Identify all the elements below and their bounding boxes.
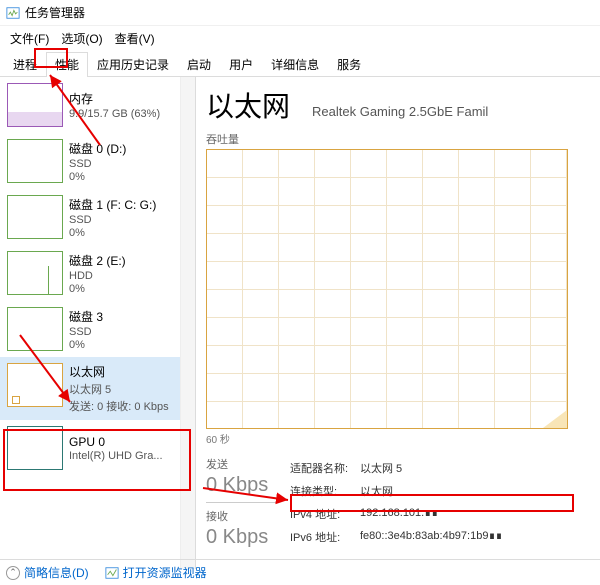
- sidebar-item-sub: SSD: [69, 214, 156, 226]
- sidebar-item-title: 以太网: [69, 363, 169, 380]
- gpu-thumb: [7, 426, 63, 470]
- menu-view[interactable]: 查看(V): [109, 28, 161, 49]
- memory-thumb: [7, 83, 63, 127]
- tab-users[interactable]: 用户: [220, 52, 262, 77]
- tab-apphistory[interactable]: 应用历史记录: [88, 52, 178, 77]
- sidebar-item-val: 发送: 0 接收: 0 Kbps: [69, 398, 169, 414]
- collapse-icon[interactable]: ⌃: [6, 566, 20, 580]
- tab-bar: 进程 性能 应用历史记录 启动 用户 详细信息 服务: [0, 51, 600, 77]
- adapter-details: 适配器名称: 以太网 5 连接类型: 以太网 IPv4 地址: 192.168.…: [290, 460, 560, 549]
- sidebar-item-title: GPU 0: [69, 435, 163, 449]
- sidebar-item-sub: SSD: [69, 158, 126, 170]
- disk-thumb: [7, 139, 63, 183]
- recv-label: 接收: [206, 508, 276, 524]
- disk-thumb: [7, 195, 63, 239]
- tab-processes[interactable]: 进程: [4, 52, 46, 77]
- kv-key-ipv4: IPv4 地址:: [290, 506, 360, 526]
- kv-key: 适配器名称:: [290, 460, 360, 480]
- sidebar-item-sub: HDD: [69, 270, 126, 282]
- disk-thumb: [7, 251, 63, 295]
- sidebar-item-disk3[interactable]: 磁盘 3 SSD 0%: [0, 301, 195, 357]
- sidebar: 内存 9.9/15.7 GB (63%) 磁盘 0 (D:) SSD 0% 磁盘…: [0, 77, 196, 569]
- kv-key: 连接类型:: [290, 483, 360, 503]
- kv-val: fe80::3e4b:83ab:4b97:1b9∎∎: [360, 529, 560, 549]
- throughput-chart: [206, 149, 568, 429]
- chart-xaxis-label: 60 秒: [206, 431, 600, 446]
- sidebar-item-title: 磁盘 3: [69, 308, 103, 325]
- sidebar-item-val: 0%: [69, 283, 126, 295]
- brief-info-link[interactable]: 简略信息(D): [24, 564, 89, 581]
- sidebar-item-title: 磁盘 0 (D:): [69, 140, 126, 157]
- menu-file[interactable]: 文件(F): [4, 28, 55, 49]
- window-title: 任务管理器: [25, 4, 85, 21]
- kv-key: IPv6 地址:: [290, 529, 360, 549]
- main-panel: 以太网 Realtek Gaming 2.5GbE Famil 吞吐量 60 秒…: [196, 77, 600, 569]
- recv-speed: 0 Kbps: [206, 526, 276, 549]
- tab-services[interactable]: 服务: [328, 52, 370, 77]
- resource-monitor-icon: [105, 566, 119, 580]
- sidebar-item-val: 0%: [69, 339, 103, 351]
- sidebar-scrollbar[interactable]: [180, 77, 195, 569]
- sidebar-item-title: 磁盘 1 (F: C: G:): [69, 196, 156, 213]
- page-title: 以太网: [206, 85, 290, 125]
- app-icon: [6, 6, 20, 20]
- menu-options[interactable]: 选项(O): [55, 28, 108, 49]
- send-label: 发送: [206, 456, 276, 472]
- sidebar-item-sub: 以太网 5: [69, 381, 169, 397]
- title-bar: 任务管理器: [0, 0, 600, 26]
- tab-startup[interactable]: 启动: [178, 52, 220, 77]
- network-stats: 发送 0 Kbps 接收 0 Kbps 适配器名称: 以太网 5 连接类型: 以…: [206, 456, 600, 549]
- ethernet-thumb: [7, 363, 63, 407]
- sidebar-item-title: 磁盘 2 (E:): [69, 252, 126, 269]
- sidebar-item-disk2[interactable]: 磁盘 2 (E:) HDD 0%: [0, 245, 195, 301]
- sidebar-item-disk1[interactable]: 磁盘 1 (F: C: G:) SSD 0%: [0, 189, 195, 245]
- footer: ⌃ 简略信息(D) 打开资源监视器: [0, 559, 600, 585]
- sidebar-item-disk0[interactable]: 磁盘 0 (D:) SSD 0%: [0, 133, 195, 189]
- throughput-label: 吞吐量: [206, 131, 600, 147]
- kv-val: 以太网: [360, 483, 560, 503]
- disk-thumb: [7, 307, 63, 351]
- sidebar-item-gpu0[interactable]: GPU 0 Intel(R) UHD Gra...: [0, 420, 195, 476]
- sidebar-item-sub: Intel(R) UHD Gra...: [69, 450, 163, 462]
- tab-details[interactable]: 详细信息: [262, 52, 328, 77]
- sidebar-item-ethernet[interactable]: 以太网 以太网 5 发送: 0 接收: 0 Kbps: [0, 357, 195, 420]
- kv-val-ipv4: 192.168.101.∎∎: [360, 506, 560, 526]
- sidebar-item-memory[interactable]: 内存 9.9/15.7 GB (63%): [0, 77, 195, 133]
- open-resource-monitor-link[interactable]: 打开资源监视器: [123, 564, 207, 581]
- kv-val: 以太网 5: [360, 460, 560, 480]
- menu-bar: 文件(F) 选项(O) 查看(V): [0, 26, 600, 51]
- send-speed: 0 Kbps: [206, 474, 276, 497]
- sidebar-item-sub: SSD: [69, 326, 103, 338]
- tab-performance[interactable]: 性能: [46, 52, 88, 77]
- adapter-full-name: Realtek Gaming 2.5GbE Famil: [312, 104, 488, 119]
- sidebar-item-title: 内存: [69, 90, 160, 107]
- sidebar-item-val: 0%: [69, 227, 156, 239]
- sidebar-item-val: 0%: [69, 171, 126, 183]
- divider: [206, 502, 276, 503]
- sidebar-item-sub: 9.9/15.7 GB (63%): [69, 108, 160, 120]
